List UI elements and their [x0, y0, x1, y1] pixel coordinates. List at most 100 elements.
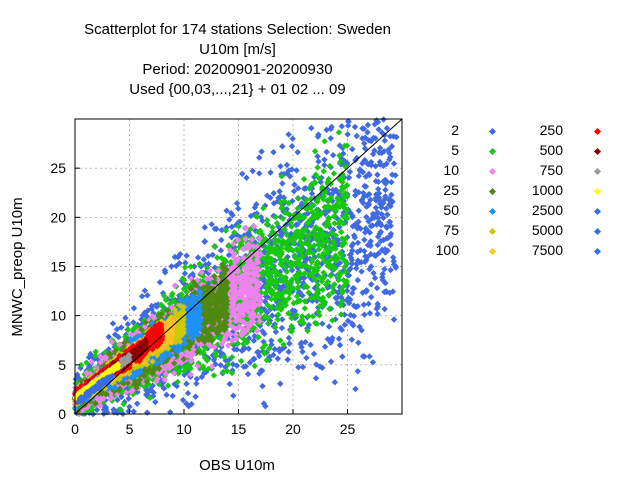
scatter-point — [222, 227, 230, 234]
scatter-point — [298, 344, 305, 351]
scatter-point — [327, 272, 334, 279]
scatter-point — [194, 254, 202, 261]
scatter-point — [192, 393, 199, 400]
scatter-point — [301, 298, 309, 305]
scatter-point — [288, 223, 295, 230]
scatter-point — [133, 400, 141, 407]
scatter-point — [326, 204, 334, 211]
scatter-point — [113, 325, 121, 333]
scatter-point — [348, 320, 356, 327]
scatter-point — [272, 213, 279, 221]
scatter-point — [290, 299, 297, 307]
scatter-point — [362, 134, 369, 141]
scatter-point — [141, 287, 149, 294]
scatter-point — [294, 148, 301, 156]
scatter-point — [201, 238, 209, 245]
scatter-point — [295, 195, 302, 202]
scatter-point — [372, 162, 379, 170]
scatter-point — [255, 228, 262, 236]
scatter-point — [346, 251, 354, 258]
scatter-point — [366, 190, 373, 198]
scatter-point — [320, 250, 327, 257]
scatter-point — [122, 314, 129, 322]
scatter-point — [279, 237, 287, 245]
scatter-point — [256, 370, 263, 377]
scatter-point — [314, 164, 321, 171]
scatter-point — [374, 171, 381, 178]
scatter-point — [217, 247, 225, 254]
scatter-point — [174, 378, 181, 386]
scatter-point — [382, 186, 389, 194]
scatter-point — [209, 251, 216, 259]
scatter-point — [388, 143, 396, 150]
scatter-point — [240, 340, 247, 348]
scatter-point — [282, 209, 289, 217]
scatter-point — [202, 345, 209, 352]
scatter-point — [179, 396, 187, 404]
scatter-point — [306, 185, 313, 192]
scatter-point — [287, 263, 295, 270]
scatter-point — [277, 163, 284, 170]
scatter-point — [313, 206, 320, 214]
scatter-point — [353, 132, 360, 140]
scatter-point — [305, 248, 312, 255]
scatter-point — [181, 368, 188, 375]
scatter-point — [144, 292, 151, 299]
scatter-point — [258, 148, 265, 155]
scatter-point — [217, 361, 224, 369]
scatter-point — [326, 162, 333, 170]
scatter-point — [336, 158, 344, 166]
scatter-point — [374, 209, 381, 217]
scatter-point — [372, 177, 380, 185]
scatter-point — [373, 284, 381, 292]
scatter-point — [325, 216, 332, 223]
scatter-point — [279, 215, 287, 222]
scatter-point — [316, 273, 324, 281]
scatter-point — [313, 361, 320, 368]
scatter-point — [345, 299, 353, 307]
scatter-point — [239, 170, 246, 178]
scatter-point — [334, 294, 341, 301]
scatter-point — [358, 268, 365, 275]
scatter-point — [353, 265, 360, 272]
scatter-point — [264, 253, 271, 261]
scatter-point — [298, 200, 306, 207]
scatter-point — [376, 219, 384, 227]
scatter-point — [301, 239, 309, 247]
scatter-point — [354, 302, 361, 310]
scatter-point — [297, 249, 304, 256]
scatter-point — [300, 175, 308, 183]
scatter-point — [325, 221, 332, 228]
scatter-point — [272, 284, 279, 291]
scatter-point — [85, 354, 93, 361]
scatter-point — [263, 217, 271, 224]
scatter-point — [374, 241, 381, 249]
scatter-point — [283, 170, 291, 177]
scatter-point — [359, 135, 366, 142]
scatter-point — [303, 196, 310, 203]
scatter-point — [371, 274, 379, 282]
scatter-point — [369, 210, 377, 218]
scatter-point — [243, 174, 250, 181]
scatter-point — [344, 317, 352, 325]
scatter-point — [305, 235, 312, 242]
scatter-point — [229, 212, 236, 219]
scatter-point — [145, 376, 152, 383]
scatter-point — [86, 363, 93, 370]
scatter-point — [145, 387, 153, 395]
scatter-point — [361, 247, 368, 255]
scatter-point — [302, 338, 309, 346]
scatter-point — [298, 246, 305, 254]
scatter-point — [335, 335, 343, 342]
scatter-point — [87, 350, 94, 358]
scatter-point — [276, 348, 283, 355]
scatter-point — [293, 167, 300, 174]
scatter-point — [299, 292, 306, 299]
scatter-point — [307, 341, 314, 349]
scatter-point — [285, 334, 293, 342]
scatter-point — [233, 200, 241, 207]
scatter-point — [176, 260, 183, 267]
scatter-point — [302, 185, 309, 192]
scatter-point — [308, 124, 315, 132]
scatter-point — [332, 232, 339, 239]
